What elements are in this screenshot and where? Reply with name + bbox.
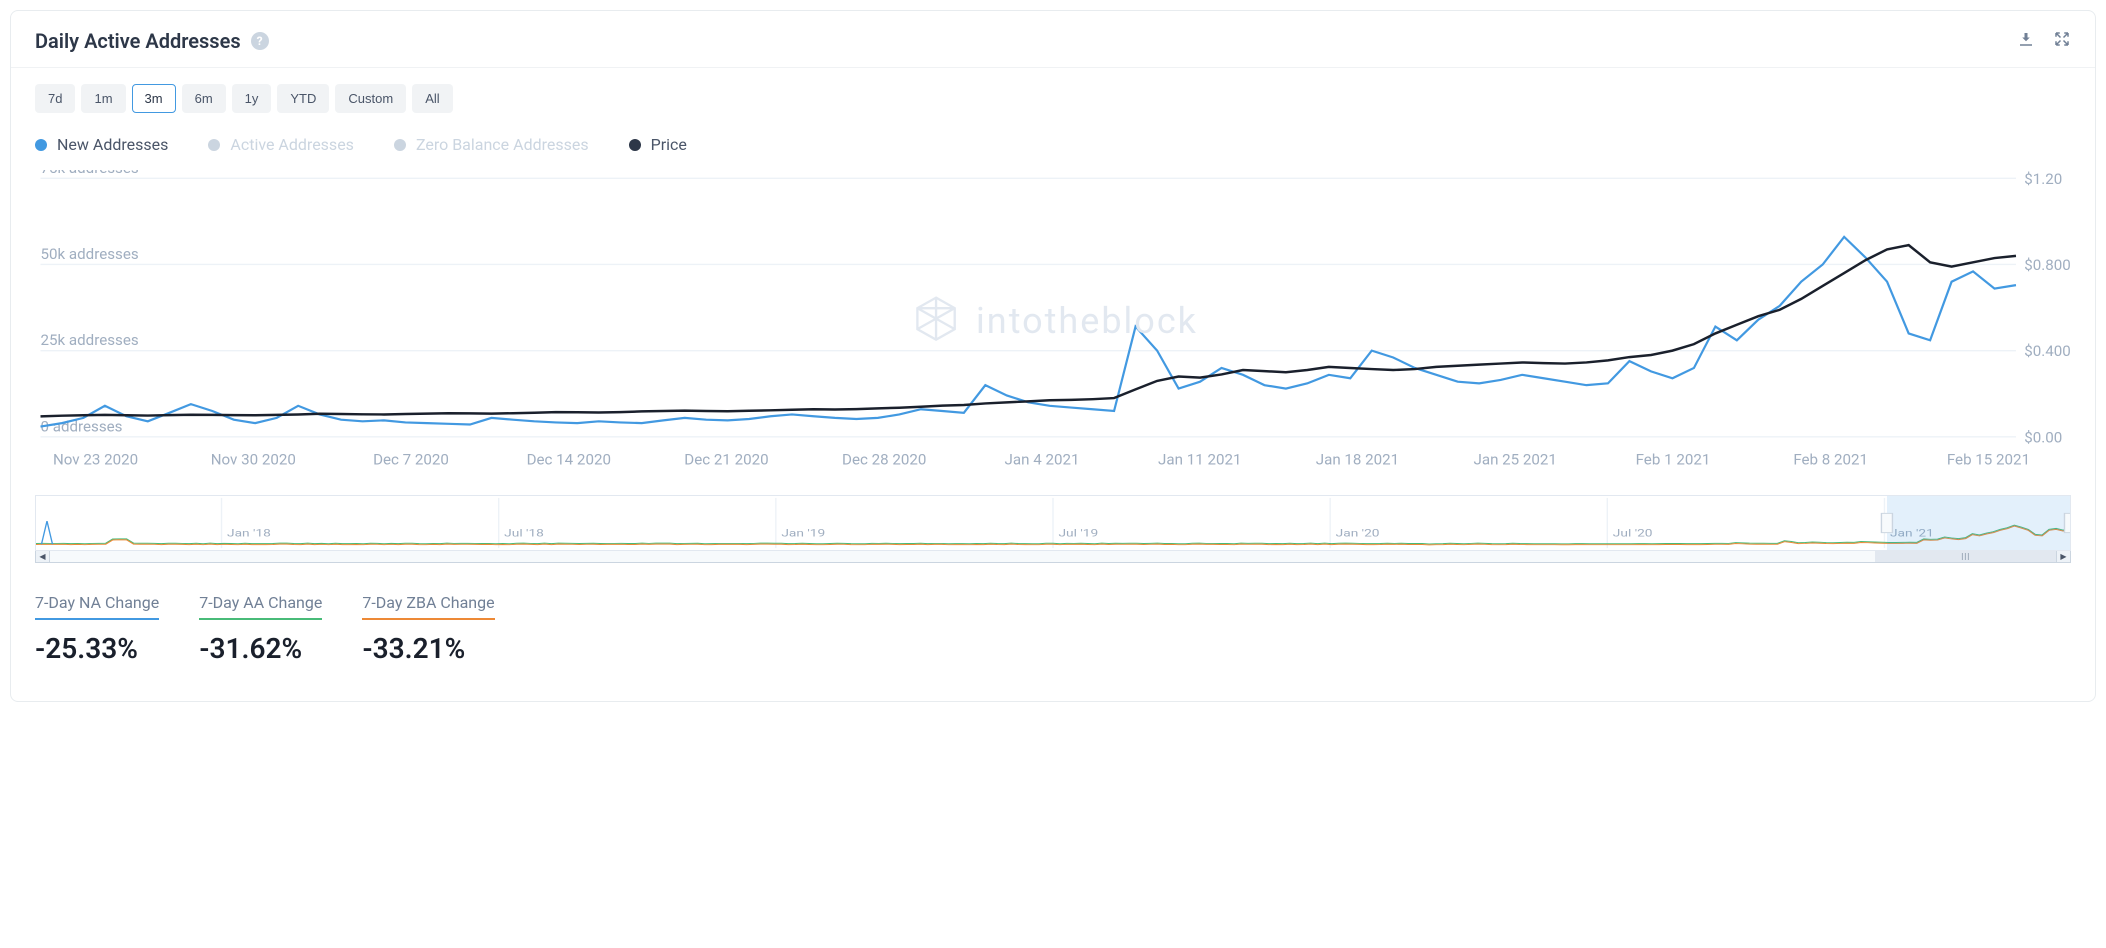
svg-text:75k addresses: 75k addresses [41, 170, 139, 177]
header-tools [2017, 30, 2071, 52]
navigator-svg[interactable]: Jan '18 Jul '18 Jan '19 Jul '19 Jan '20 Jul '… [36, 496, 2070, 550]
svg-text:$0.400000: $0.400000 [2024, 342, 2071, 360]
svg-text:Jul '19: Jul '19 [1058, 527, 1098, 538]
range-btn-custom[interactable]: Custom [335, 84, 406, 113]
svg-text:Feb 8 2021: Feb 8 2021 [1793, 450, 1868, 468]
svg-text:$1.20: $1.20 [2024, 170, 2062, 188]
legend-dot [208, 139, 220, 151]
svg-text:Jan '19: Jan '19 [781, 527, 825, 538]
range-btn-6m[interactable]: 6m [182, 84, 226, 113]
svg-text:Jul '20: Jul '20 [1613, 527, 1653, 538]
svg-text:0 addresses: 0 addresses [41, 417, 123, 435]
stats-row: 7-Day NA Change -25.33% 7-Day AA Change -… [11, 563, 2095, 701]
card-header: Daily Active Addresses ? [11, 11, 2095, 68]
legend-label: Active Addresses [230, 135, 354, 154]
main-chart-wrap: intotheblock 75k addresses50k addresses2… [11, 170, 2095, 473]
svg-text:Dec 14 2020: Dec 14 2020 [527, 450, 611, 468]
stat-7-day-na-change: 7-Day NA Change -25.33% [35, 593, 159, 665]
range-btn-all[interactable]: All [412, 84, 452, 113]
svg-text:Jan '20: Jan '20 [1336, 527, 1380, 538]
range-selector: 7d1m3m6m1yYTDCustomAll [35, 84, 2071, 113]
expand-icon[interactable] [2053, 30, 2071, 52]
navigator-scrollbar: ◀ ||| ▶ [35, 551, 2071, 563]
legend-label: Price [651, 135, 687, 154]
range-btn-3m[interactable]: 3m [132, 84, 176, 113]
svg-text:Nov 30 2020: Nov 30 2020 [211, 450, 296, 468]
range-btn-7d[interactable]: 7d [35, 84, 75, 113]
range-btn-1m[interactable]: 1m [81, 84, 125, 113]
stat-label: 7-Day ZBA Change [362, 593, 494, 612]
stat-label: 7-Day NA Change [35, 593, 159, 612]
legend-item-active-addresses[interactable]: Active Addresses [208, 135, 354, 154]
svg-text:Jan 11 2021: Jan 11 2021 [1158, 450, 1241, 468]
legend-dot [35, 139, 47, 151]
legend-dot [394, 139, 406, 151]
navigator-wrap: Jan '18 Jul '18 Jan '19 Jul '19 Jan '20 Jul '… [11, 495, 2095, 563]
legend-label: New Addresses [57, 135, 168, 154]
stat-value: -33.21% [362, 632, 494, 665]
scroll-left-btn[interactable]: ◀ [36, 551, 50, 562]
range-btn-1y[interactable]: 1y [232, 84, 272, 113]
chart-legend: New Addresses Active Addresses Zero Balanc… [35, 135, 2071, 154]
svg-text:$0.00: $0.00 [2024, 428, 2062, 446]
scroll-track[interactable]: ||| [50, 551, 2056, 562]
scroll-right-btn[interactable]: ▶ [2056, 551, 2070, 562]
legend-label: Zero Balance Addresses [416, 135, 589, 154]
header-left: Daily Active Addresses ? [35, 29, 269, 53]
scroll-thumb[interactable]: ||| [1875, 551, 2056, 562]
main-chart[interactable]: 75k addresses 50k addresses 25k addresses 0… [35, 170, 2071, 473]
stat-7-day-zba-change: 7-Day ZBA Change -33.21% [362, 593, 494, 665]
legend-item-new-addresses[interactable]: New Addresses [35, 135, 168, 154]
range-navigator[interactable]: Jan '18 Jul '18 Jan '19 Jul '19 Jan '20 Jul '… [35, 495, 2071, 551]
stat-underline [199, 618, 322, 620]
svg-text:Jan 4 2021: Jan 4 2021 [1005, 450, 1080, 468]
svg-text:Nov 23 2020: Nov 23 2020 [53, 450, 138, 468]
svg-text:Dec 7 2020: Dec 7 2020 [373, 450, 449, 468]
legend-item-zero-balance-addresses[interactable]: Zero Balance Addresses [394, 135, 589, 154]
svg-text:Feb 15 2021: Feb 15 2021 [1947, 450, 2030, 468]
stat-underline [35, 618, 159, 620]
svg-text:Dec 21 2020: Dec 21 2020 [684, 450, 768, 468]
dashboard-card: Daily Active Addresses ? 7d1m3m6m1yYTDCu… [10, 10, 2096, 702]
controls: 7d1m3m6m1yYTDCustomAll New Addresses Acti… [11, 68, 2095, 154]
svg-text:Jan '18: Jan '18 [227, 527, 271, 538]
svg-text:Jul '18: Jul '18 [504, 527, 544, 538]
stat-value: -25.33% [35, 632, 159, 665]
legend-dot [629, 139, 641, 151]
svg-text:25k addresses: 25k addresses [41, 331, 139, 349]
svg-text:Dec 28 2020: Dec 28 2020 [842, 450, 926, 468]
download-icon[interactable] [2017, 30, 2035, 52]
svg-text:Jan 18 2021: Jan 18 2021 [1316, 450, 1399, 468]
stat-value: -31.62% [199, 632, 322, 665]
svg-text:50k addresses: 50k addresses [41, 245, 139, 263]
stat-7-day-aa-change: 7-Day AA Change -31.62% [199, 593, 322, 665]
stat-label: 7-Day AA Change [199, 593, 322, 612]
help-icon[interactable]: ? [251, 32, 269, 50]
svg-text:Feb 1 2021: Feb 1 2021 [1636, 450, 1711, 468]
card-title: Daily Active Addresses [35, 29, 241, 53]
svg-text:$0.800000: $0.800000 [2024, 256, 2071, 274]
stat-underline [362, 618, 494, 620]
svg-text:Jan 25 2021: Jan 25 2021 [1474, 450, 1557, 468]
range-btn-ytd[interactable]: YTD [277, 84, 329, 113]
legend-item-price[interactable]: Price [629, 135, 687, 154]
